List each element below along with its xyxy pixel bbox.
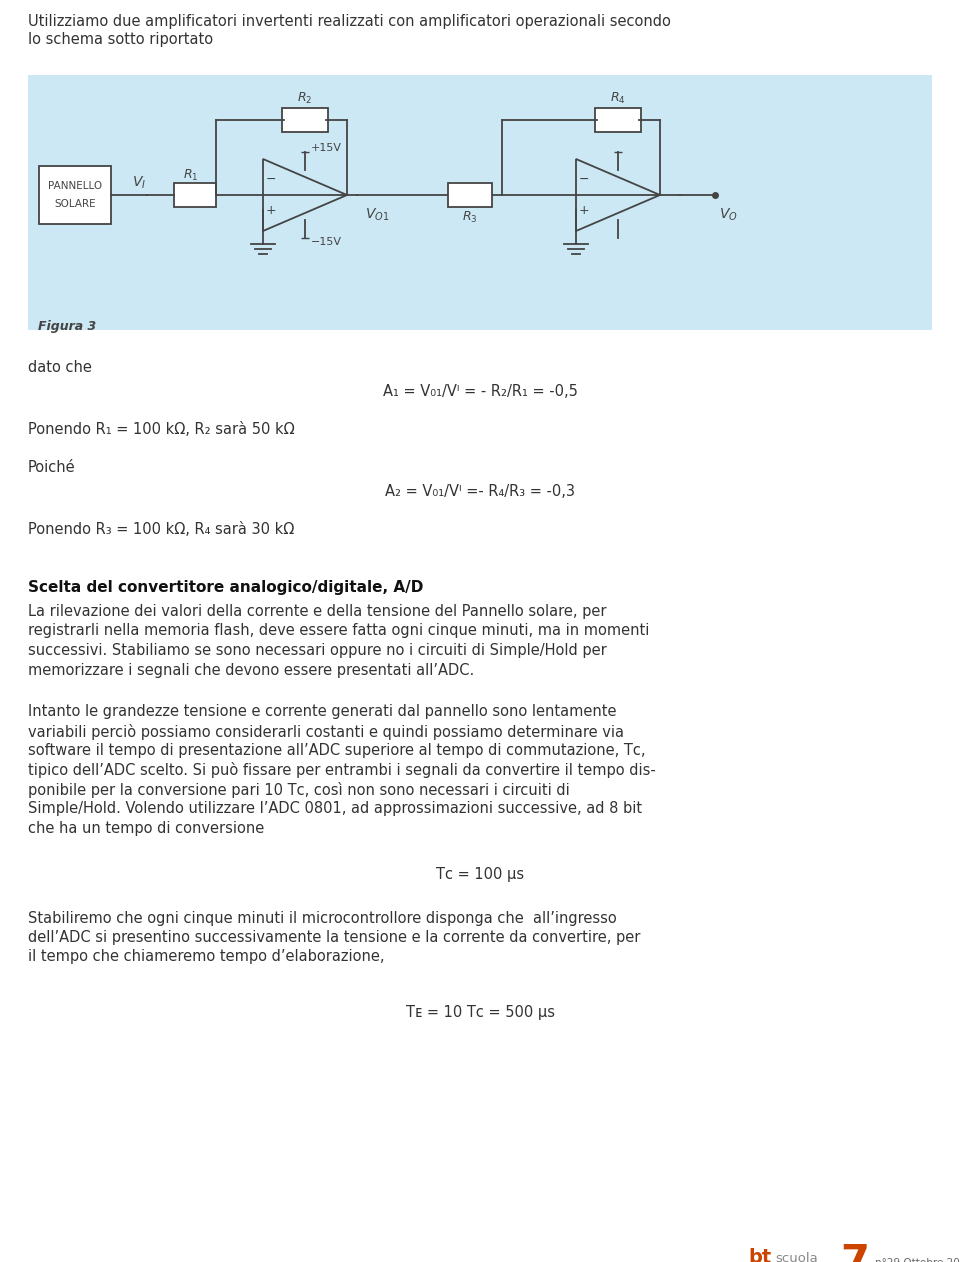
Text: +15V: +15V: [311, 143, 342, 153]
Text: Ponendo R₁ = 100 kΩ, R₂ sarà 50 kΩ: Ponendo R₁ = 100 kΩ, R₂ sarà 50 kΩ: [28, 422, 295, 437]
Text: $R_3$: $R_3$: [462, 209, 478, 225]
Bar: [448, 183, 492, 207]
Bar: [28, 74, 932, 329]
Text: −15V: −15V: [311, 237, 342, 247]
Text: +: +: [266, 203, 276, 217]
Text: $V_{O1}$: $V_{O1}$: [365, 207, 389, 223]
Text: tipico dell’ADC scelto. Si può fissare per entrambi i segnali da convertire il t: tipico dell’ADC scelto. Si può fissare p…: [28, 762, 656, 779]
Text: $R_2$: $R_2$: [298, 91, 313, 106]
Text: 7: 7: [840, 1242, 869, 1262]
Text: Tᴄ = 100 μs: Tᴄ = 100 μs: [436, 867, 524, 881]
Text: −: −: [266, 173, 276, 187]
Text: PANNELLO: PANNELLO: [48, 180, 102, 191]
Bar: [282, 109, 328, 133]
Text: bt: bt: [748, 1248, 771, 1262]
Bar: [595, 109, 641, 133]
Text: SOLARE: SOLARE: [54, 199, 96, 209]
Text: memorizzare i segnali che devono essere presentati all’ADC.: memorizzare i segnali che devono essere …: [28, 663, 474, 678]
Text: ponibile per la conversione pari 10 Tᴄ, così non sono necessari i circuiti di: ponibile per la conversione pari 10 Tᴄ, …: [28, 782, 569, 798]
Text: Stabiliremo che ogni cinque minuti il microcontrollore disponga che  all’ingress: Stabiliremo che ogni cinque minuti il mi…: [28, 910, 616, 925]
Text: dell’ADC si presentino successivamente la tensione e la corrente da convertire, : dell’ADC si presentino successivamente l…: [28, 930, 640, 945]
Text: +: +: [579, 203, 589, 217]
Text: Tᴇ = 10 Tᴄ = 500 μs: Tᴇ = 10 Tᴄ = 500 μs: [405, 1005, 555, 1020]
Text: La rilevazione dei valori della corrente e della tensione del Pannello solare, p: La rilevazione dei valori della corrente…: [28, 604, 607, 618]
Text: variabili perciò possiamo considerarli costanti e quindi possiamo determinare vi: variabili perciò possiamo considerarli c…: [28, 723, 624, 740]
Text: software il tempo di presentazione all’ADC superiore al tempo di commutazione, T: software il tempo di presentazione all’A…: [28, 743, 645, 758]
Text: Poiché: Poiché: [28, 461, 76, 475]
Text: Utilizziamo due amplificatori invertenti realizzati con amplificatori operaziona: Utilizziamo due amplificatori invertenti…: [28, 14, 671, 29]
Text: n°29 Ottobre 2005: n°29 Ottobre 2005: [875, 1258, 960, 1262]
Text: successivi. Stabiliamo se sono necessari oppure no i circuiti di Simple/Hold per: successivi. Stabiliamo se sono necessari…: [28, 644, 607, 658]
Text: scuola: scuola: [775, 1252, 818, 1262]
Text: lo schema sotto riportato: lo schema sotto riportato: [28, 32, 213, 47]
Bar: [39, 167, 111, 223]
Text: registrarli nella memoria flash, deve essere fatta ogni cinque minuti, ma in mom: registrarli nella memoria flash, deve es…: [28, 623, 649, 639]
Text: che ha un tempo di conversione: che ha un tempo di conversione: [28, 822, 264, 835]
Bar: [174, 183, 216, 207]
Text: A₁ = V₀₁/Vᴵ = - R₂/R₁ = -0,5: A₁ = V₀₁/Vᴵ = - R₂/R₁ = -0,5: [383, 384, 577, 399]
Text: Intanto le grandezze tensione e corrente generati dal pannello sono lentamente: Intanto le grandezze tensione e corrente…: [28, 704, 616, 719]
Text: Scelta del convertitore analogico/digitale, A/D: Scelta del convertitore analogico/digita…: [28, 581, 423, 594]
Text: Ponendo R₃ = 100 kΩ, R₄ sarà 30 kΩ: Ponendo R₃ = 100 kΩ, R₄ sarà 30 kΩ: [28, 522, 295, 538]
Text: Figura 3: Figura 3: [38, 321, 96, 333]
Text: $R_4$: $R_4$: [611, 91, 626, 106]
Text: Simple/Hold. Volendo utilizzare l’ADC 0801, ad approssimazioni successive, ad 8 : Simple/Hold. Volendo utilizzare l’ADC 08…: [28, 801, 642, 817]
Text: dato che: dato che: [28, 360, 92, 375]
Text: $V_I$: $V_I$: [132, 175, 146, 192]
Text: −: −: [579, 173, 589, 187]
Text: $V_O$: $V_O$: [719, 207, 738, 223]
Text: A₂ = V₀₁/Vᴵ =- R₄/R₃ = -0,3: A₂ = V₀₁/Vᴵ =- R₄/R₃ = -0,3: [385, 485, 575, 498]
Text: il tempo che chiameremo tempo d’elaborazione,: il tempo che chiameremo tempo d’elaboraz…: [28, 949, 385, 964]
Text: $R_1$: $R_1$: [183, 168, 199, 183]
